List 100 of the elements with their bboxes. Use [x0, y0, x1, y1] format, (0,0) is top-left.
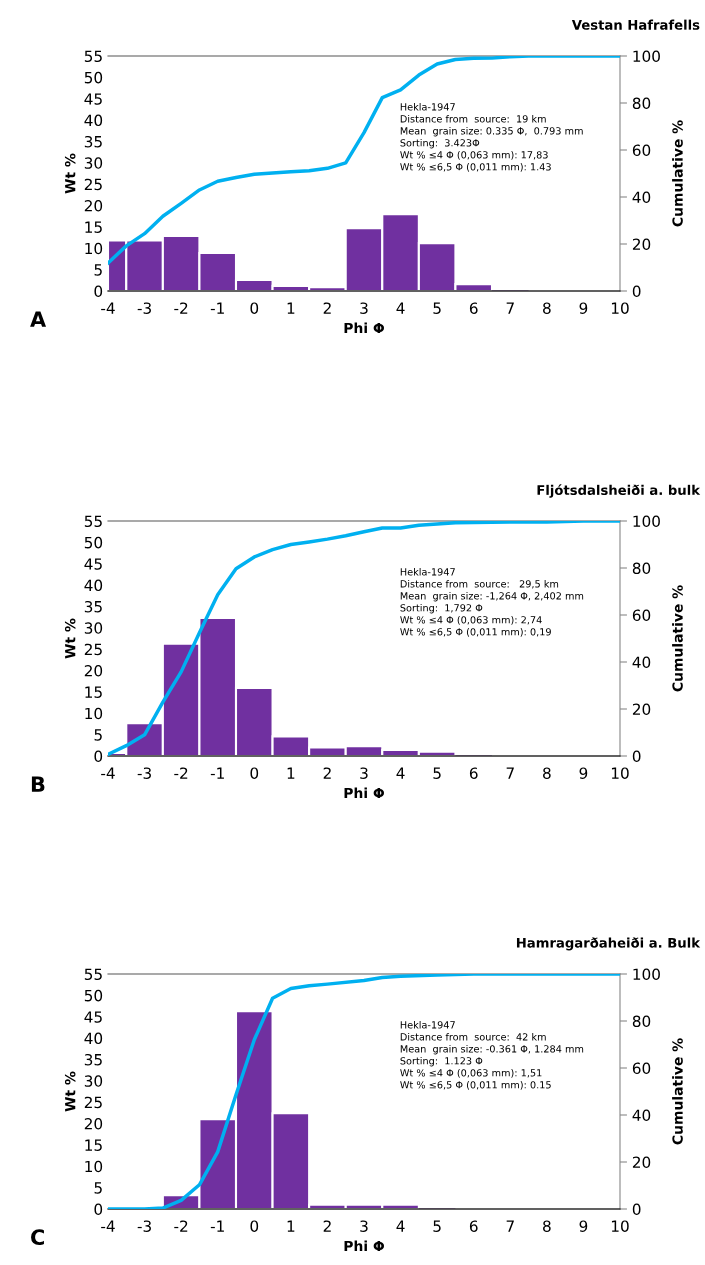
y-tick-label: 10: [85, 242, 103, 255]
y2-tick-label: 40: [632, 656, 651, 669]
y2-tick-label: 40: [632, 1109, 651, 1122]
y2-axis-title: Cumulative %: [672, 120, 683, 227]
y2-tick-label: 100: [633, 968, 660, 981]
x-axis-title: Phi Φ: [344, 1240, 385, 1252]
y-tick-label: 0: [94, 750, 103, 763]
y-tick-label: 25: [84, 643, 102, 656]
x-tick-label: -1: [210, 1220, 224, 1232]
x-tick-label: 8: [543, 1220, 551, 1232]
x-tick-label: 1: [287, 1220, 295, 1232]
y2-tick-label: 100: [633, 515, 660, 528]
y-tick-label: 35: [84, 600, 102, 613]
y-tick-label: 20: [84, 200, 103, 212]
x-tick-label: 5: [433, 302, 441, 314]
y-tick-label: 30: [84, 622, 103, 634]
text: C: [31, 1229, 44, 1246]
y-tick-label: 20: [84, 1118, 103, 1130]
annotation: Hekla-1947 Distance from source: 19 km Mean grain size: 0.335 Φ, 0.793 mm Sorting: 3.423Φ Wt % ≤4 Φ (0,063 mm): 17,83 Wt % ≤6,5 Φ (0,011 mm): 1.43: [400, 103, 583, 172]
y2-tick-label: 100: [633, 50, 660, 63]
y2-axis-title: Cumulative %: [672, 585, 683, 692]
x-tick-label: 7: [506, 1220, 514, 1232]
x-tick-label: -3: [137, 1220, 151, 1232]
y-tick-label: 5: [94, 729, 102, 741]
y-tick-label: 55: [84, 515, 102, 528]
chart-title: Fljótsdalsheiði a. bulk: [537, 484, 701, 498]
y2-tick-label: 0: [632, 1203, 641, 1216]
x-tick-label: -3: [137, 302, 151, 314]
x-tick-label: 9: [579, 302, 588, 314]
x-axis-title: Phi Φ: [344, 787, 385, 799]
y-axis-title: Wt %: [64, 618, 76, 659]
chart-title: Vestan Hafrafells: [571, 19, 700, 30]
y-tick-label: 45: [84, 1011, 102, 1023]
x-tick-label: -4: [101, 302, 115, 314]
text: B: [31, 776, 45, 792]
y-tick-label: 55: [84, 968, 102, 981]
x-tick-label: 2: [323, 767, 331, 779]
x-tick-label: -4: [101, 1220, 115, 1232]
y-tick-label: 55: [84, 50, 102, 63]
x-tick-label: 6: [469, 302, 478, 314]
y-tick-label: 15: [85, 1139, 102, 1151]
y-tick-label: 50: [84, 71, 103, 84]
annotation: Hekla-1947 Distance from source: 42 km Mean grain size: -0.361 Φ, 1.284 mm Sorting: 1.123 Φ Wt % ≤4 Φ (0,063 mm): 1,51 Wt % ≤6,5 Φ (0,011 mm): 0.15: [400, 1021, 584, 1090]
y2-tick-label: 80: [632, 1015, 651, 1028]
y2-tick-label: 40: [632, 191, 651, 204]
text: A: [30, 311, 47, 327]
y2-tick-label: 80: [632, 97, 651, 110]
y2-tick-label: 60: [632, 1062, 651, 1075]
y-tick-label: 20: [84, 665, 103, 677]
y-tick-label: 15: [85, 686, 102, 698]
x-tick-label: 1: [287, 302, 295, 314]
y2-tick-label: 0: [632, 285, 641, 298]
x-tick-label: 0: [250, 1220, 259, 1232]
x-axis-title: Phi Φ: [344, 322, 385, 334]
x-tick-label: 4: [396, 1220, 405, 1232]
y-tick-label: 50: [84, 536, 103, 549]
y-tick-label: 5: [94, 264, 102, 276]
y-tick-label: 35: [84, 1053, 102, 1066]
x-tick-label: 2: [323, 302, 331, 314]
y2-tick-label: 80: [632, 562, 651, 575]
y-tick-label: 45: [84, 93, 102, 105]
x-tick-label: 3: [360, 767, 368, 779]
x-tick-label: 3: [360, 302, 368, 314]
x-tick-label: 7: [506, 767, 514, 779]
x-tick-label: 6: [469, 1220, 478, 1232]
y2-tick-label: 20: [632, 703, 651, 716]
chart-title: Hamragarðaheiði a. Bulk: [516, 937, 701, 951]
y-tick-label: 0: [94, 285, 103, 298]
x-tick-label: 5: [433, 1220, 441, 1232]
x-tick-label: 9: [579, 1220, 588, 1232]
x-tick-label: 0: [250, 302, 259, 314]
y-tick-label: 40: [84, 579, 103, 592]
x-tick-label: -4: [101, 767, 115, 779]
y-tick-label: 40: [84, 114, 103, 127]
x-tick-label: 8: [543, 767, 551, 779]
y-tick-label: 50: [84, 989, 103, 1002]
x-tick-label: 3: [360, 1220, 368, 1232]
y2-tick-label: 20: [632, 1156, 651, 1169]
y-axis-title: Wt %: [64, 153, 76, 194]
y-axis-title: Wt %: [64, 1071, 76, 1112]
x-tick-label: 10: [611, 302, 629, 314]
x-tick-label: 0: [250, 767, 259, 779]
y-tick-label: 10: [85, 1160, 103, 1173]
x-tick-label: 6: [469, 767, 478, 779]
x-tick-label: -2: [174, 302, 188, 314]
y-tick-label: 10: [85, 707, 103, 720]
y-tick-label: 40: [84, 1032, 103, 1045]
x-tick-label: 7: [506, 302, 514, 314]
x-tick-label: -2: [174, 1220, 188, 1232]
y-tick-label: 25: [84, 178, 102, 191]
y2-tick-label: 0: [632, 750, 641, 763]
x-tick-label: 10: [611, 767, 629, 779]
y-tick-label: 30: [84, 157, 103, 169]
x-tick-label: 4: [396, 302, 405, 314]
x-tick-label: 4: [396, 767, 405, 779]
y-tick-label: 0: [94, 1203, 103, 1216]
y-tick-label: 45: [84, 558, 102, 570]
y-tick-label: 35: [84, 135, 102, 148]
x-tick-label: -1: [210, 302, 224, 314]
y2-tick-label: 60: [632, 609, 651, 622]
